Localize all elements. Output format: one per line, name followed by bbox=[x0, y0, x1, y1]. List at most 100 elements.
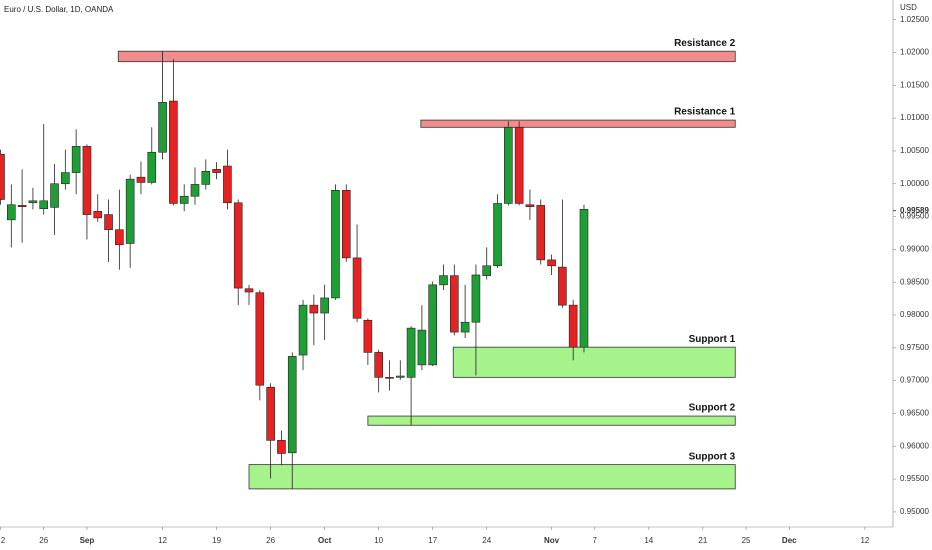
y-axis-label: USD bbox=[900, 3, 917, 12]
last-price-label: 0.99589 bbox=[900, 206, 929, 215]
x-tick-label: 10 bbox=[374, 536, 383, 545]
candle-body bbox=[352, 257, 362, 319]
x-tick-label: 26 bbox=[266, 536, 275, 545]
y-tick-label: 0.98500 bbox=[900, 277, 929, 286]
candle-body bbox=[61, 172, 70, 185]
y-tick-label: 0.99000 bbox=[900, 244, 929, 253]
candle-body bbox=[558, 266, 567, 306]
candle-body bbox=[104, 214, 113, 230]
x-tick-label: Sep bbox=[80, 536, 95, 545]
candle-body bbox=[320, 297, 329, 314]
x-tick-label: Nov bbox=[544, 536, 560, 545]
candle-body bbox=[17, 205, 27, 208]
y-tick-label: 0.99500 bbox=[900, 212, 929, 221]
y-tick-label: 0.96500 bbox=[900, 409, 929, 418]
candle-body bbox=[244, 288, 254, 293]
x-tick-label: 17 bbox=[428, 536, 437, 545]
y-tick-label: 1.00500 bbox=[900, 146, 929, 155]
y-tick-label: 1.02000 bbox=[900, 48, 929, 57]
x-tick-label: 25 bbox=[742, 536, 751, 545]
candle-body bbox=[450, 275, 459, 333]
candle-body bbox=[82, 146, 92, 215]
y-tick-label: 0.97500 bbox=[900, 343, 929, 352]
candle-body bbox=[71, 146, 81, 173]
candle-body bbox=[7, 204, 16, 221]
x-tick-label: Dec bbox=[782, 536, 797, 545]
candle-body bbox=[125, 178, 135, 244]
zone-label: Resistance 2 bbox=[674, 38, 736, 49]
candle-body bbox=[547, 259, 556, 267]
candle-body bbox=[514, 127, 524, 204]
candle-body bbox=[287, 356, 297, 454]
y-tick-label: 1.00000 bbox=[900, 179, 929, 188]
candle-body bbox=[482, 265, 492, 276]
candle-body bbox=[341, 190, 351, 259]
y-tick-label: 0.96000 bbox=[900, 441, 929, 450]
candle-body bbox=[460, 321, 470, 333]
zone bbox=[248, 464, 736, 490]
candle-body bbox=[93, 211, 103, 219]
candle-body bbox=[471, 274, 481, 323]
candle-body bbox=[298, 304, 308, 356]
candle-body bbox=[179, 195, 189, 204]
candle-body bbox=[169, 100, 178, 204]
x-tick-label: 14 bbox=[644, 536, 653, 545]
candle-body bbox=[201, 170, 211, 185]
candle-body bbox=[277, 440, 286, 454]
candle-body bbox=[266, 386, 275, 441]
zone bbox=[452, 346, 736, 378]
candle-body bbox=[39, 200, 49, 209]
x-tick-label: 12 bbox=[158, 536, 167, 545]
candle-body bbox=[579, 209, 589, 348]
candle-body bbox=[493, 203, 502, 267]
zone bbox=[117, 50, 736, 63]
candle-body bbox=[525, 204, 535, 208]
zone-label: Support 2 bbox=[689, 403, 736, 414]
x-tick-label: 12 bbox=[860, 536, 869, 545]
zone-label: Support 3 bbox=[689, 451, 736, 462]
candle-body bbox=[223, 165, 232, 204]
candle-body bbox=[363, 319, 373, 353]
zone bbox=[420, 119, 736, 128]
x-tick-label: 24 bbox=[482, 536, 491, 545]
candle-body bbox=[147, 151, 157, 183]
x-tick-label: Oct bbox=[318, 536, 332, 545]
chart-title: Euro / U.S. Dollar, 1D, OANDA bbox=[4, 5, 114, 14]
candle-body bbox=[309, 304, 319, 314]
candle-body bbox=[255, 292, 265, 386]
y-tick-label: 1.01500 bbox=[900, 80, 929, 89]
y-tick-label: 1.02500 bbox=[900, 15, 929, 24]
candle-body bbox=[233, 202, 243, 289]
candle-body bbox=[417, 329, 427, 366]
zone-label: Support 1 bbox=[689, 334, 736, 345]
candle-body bbox=[190, 184, 200, 197]
y-tick-label: 0.95500 bbox=[900, 474, 929, 483]
candle-body bbox=[374, 352, 383, 378]
candle-body bbox=[504, 127, 513, 204]
candle-body bbox=[536, 205, 546, 261]
y-tick-label: 0.95000 bbox=[900, 507, 929, 516]
x-tick-label: 19 bbox=[212, 536, 221, 545]
candle-body bbox=[0, 153, 5, 200]
candle-body bbox=[115, 229, 124, 246]
candle-body bbox=[385, 377, 394, 379]
candle-body bbox=[439, 275, 448, 286]
zone-label: Resistance 1 bbox=[674, 107, 736, 118]
x-tick-label: 26 bbox=[39, 536, 48, 545]
candle-body bbox=[395, 375, 405, 378]
candle-body bbox=[136, 176, 146, 183]
candle-body bbox=[28, 200, 38, 204]
candle-body bbox=[212, 169, 221, 173]
y-tick-label: 0.98000 bbox=[900, 310, 929, 319]
candle-body bbox=[158, 102, 167, 153]
x-tick-label: 7 bbox=[593, 536, 598, 545]
candle-body bbox=[406, 327, 416, 378]
candle-body bbox=[568, 304, 578, 348]
x-tick-label: 21 bbox=[698, 536, 707, 545]
candle-body bbox=[50, 183, 59, 208]
y-tick-label: 0.97000 bbox=[900, 376, 929, 385]
candle-body bbox=[428, 284, 438, 366]
x-tick-label: 2 bbox=[1, 536, 6, 545]
